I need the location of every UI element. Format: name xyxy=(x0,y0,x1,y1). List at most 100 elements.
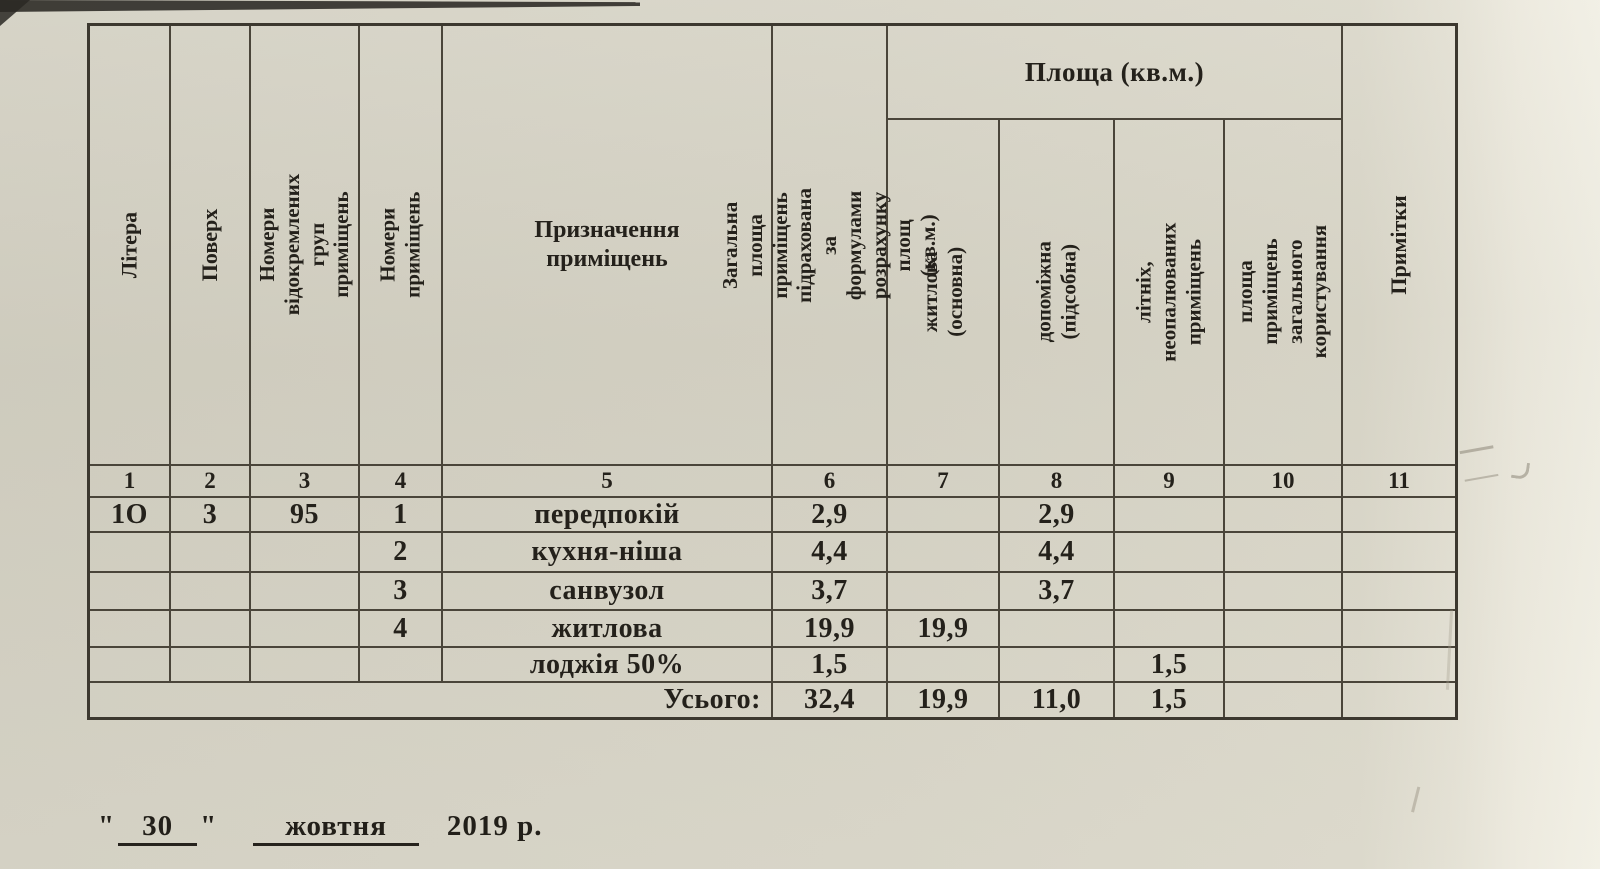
header-auxiliary-label: допоміжна (підсобна) xyxy=(1031,241,1081,343)
explication-table: Літера Поверх Номери відокремлених груп … xyxy=(87,23,1458,720)
cell-living-r5 xyxy=(888,648,1000,683)
cell-floor-r5 xyxy=(171,648,251,683)
cell-summer-r3 xyxy=(1115,573,1225,611)
pencil-mark-artifact xyxy=(1411,786,1432,816)
totals-notes xyxy=(1343,683,1455,717)
column-number-11: 11 xyxy=(1343,466,1455,498)
header-area-group-label: Площа (кв.м.) xyxy=(1024,56,1205,87)
cell-common-r5 xyxy=(1225,648,1343,683)
header-litera-label: Літера xyxy=(116,211,142,279)
column-number-2: 2 xyxy=(171,466,251,498)
cell-roomnum-r4: 4 xyxy=(360,611,443,648)
header-purpose-label: Призначення приміщень xyxy=(534,217,680,272)
cell-litera-r3 xyxy=(90,573,171,611)
cell-living-r1 xyxy=(888,498,1000,533)
totals-common xyxy=(1225,683,1343,717)
cell-summer-r4 xyxy=(1115,611,1225,648)
cell-group-r1: 95 xyxy=(251,498,360,533)
date-open-quote: " xyxy=(98,810,116,842)
header-notes: Примітки xyxy=(1343,26,1455,466)
scan-corner-artifact xyxy=(0,0,30,26)
cell-common-r2 xyxy=(1225,533,1343,573)
column-number-9: 9 xyxy=(1115,466,1225,498)
date-day: 30 xyxy=(118,810,198,846)
cell-floor-r3 xyxy=(171,573,251,611)
cell-group-r5 xyxy=(251,648,360,683)
totals-label: Усього: xyxy=(90,683,773,717)
cell-aux-r2: 4,4 xyxy=(1000,533,1115,573)
cell-aux-r1: 2,9 xyxy=(1000,498,1115,533)
cell-summer-r2 xyxy=(1115,533,1225,573)
column-number-8: 8 xyxy=(1000,466,1115,498)
date-year: 2019 р. xyxy=(446,810,543,842)
cell-roomnum-r3: 3 xyxy=(360,573,443,611)
cell-total-r2: 4,4 xyxy=(773,533,888,573)
cell-summer-r1 xyxy=(1115,498,1225,533)
cell-purpose-r3: санвузол xyxy=(443,573,773,611)
cell-floor-r4 xyxy=(171,611,251,648)
cell-roomnum-r2: 2 xyxy=(360,533,443,573)
header-poverh: Поверх xyxy=(171,26,251,466)
cell-aux-r3: 3,7 xyxy=(1000,573,1115,611)
cell-purpose-r1: передпокій xyxy=(443,498,773,533)
cell-litera-r4 xyxy=(90,611,171,648)
column-number-4: 4 xyxy=(360,466,443,498)
cell-group-r2 xyxy=(251,533,360,573)
cell-purpose-r5: лоджія 50% xyxy=(443,648,773,683)
cell-notes-r5 xyxy=(1343,648,1455,683)
cell-total-r4: 19,9 xyxy=(773,611,888,648)
pencil-mark-artifact xyxy=(1510,460,1531,481)
date-close-quote: " xyxy=(200,810,218,842)
totals-summer: 1,5 xyxy=(1115,683,1225,717)
cell-roomnum-r1: 1 xyxy=(360,498,443,533)
column-number-7: 7 xyxy=(888,466,1000,498)
header-living-label: житлова (основна) xyxy=(918,247,967,337)
cell-purpose-r4: житлова xyxy=(443,611,773,648)
cell-floor-r2 xyxy=(171,533,251,573)
cell-living-r3 xyxy=(888,573,1000,611)
header-total-area: Загальна площа приміщень підрахована за … xyxy=(718,26,940,466)
header-group-numbers: Номери відокремлених груп приміщень xyxy=(251,26,360,466)
cell-group-r4 xyxy=(251,611,360,648)
header-purpose: Призначення приміщень xyxy=(443,26,773,466)
totals-auxiliary: 11,0 xyxy=(1000,683,1115,717)
cell-litera-r5 xyxy=(90,648,171,683)
header-area-group: Площа (кв.м.) xyxy=(888,26,1343,120)
cell-common-r1 xyxy=(1225,498,1343,533)
cell-litera-r2 xyxy=(90,533,171,573)
cell-living-r2 xyxy=(888,533,1000,573)
header-common-label: площа приміщень загального користування xyxy=(1233,225,1332,359)
totals-total-area: 32,4 xyxy=(773,683,888,717)
column-number-3: 3 xyxy=(251,466,360,498)
cell-purpose-r2: кухня-ніша xyxy=(443,533,773,573)
header-notes-label: Примітки xyxy=(1386,195,1412,295)
header-room-numbers: Номери приміщень xyxy=(360,26,443,466)
column-number-10: 10 xyxy=(1225,466,1343,498)
header-living: житлова (основна) xyxy=(888,120,1000,466)
cell-roomnum-r5 xyxy=(360,648,443,683)
header-auxiliary: допоміжна (підсобна) xyxy=(1000,120,1115,466)
cell-total-r1: 2,9 xyxy=(773,498,888,533)
header-summer: літніх, неопалюваних приміщень xyxy=(1115,120,1225,466)
pencil-mark-artifact xyxy=(1459,445,1499,482)
cell-aux-r5 xyxy=(1000,648,1115,683)
cell-summer-r5: 1,5 xyxy=(1115,648,1225,683)
column-number-1: 1 xyxy=(90,466,171,498)
cell-notes-r2 xyxy=(1343,533,1455,573)
header-room-numbers-label: Номери приміщень xyxy=(375,191,425,299)
date-line: " 30 " жовтня 2019 р. xyxy=(98,810,543,846)
cell-notes-r3 xyxy=(1343,573,1455,611)
cell-group-r3 xyxy=(251,573,360,611)
date-month: жовтня xyxy=(253,810,419,846)
cell-floor-r1: 3 xyxy=(171,498,251,533)
cell-notes-r4 xyxy=(1343,611,1455,648)
scan-edge-artifact xyxy=(0,0,640,12)
header-poverh-label: Поверх xyxy=(197,208,223,282)
cell-total-r3: 3,7 xyxy=(773,573,888,611)
column-number-6: 6 xyxy=(773,466,888,498)
cell-total-r5: 1,5 xyxy=(773,648,888,683)
totals-living: 19,9 xyxy=(888,683,1000,717)
cell-common-r3 xyxy=(1225,573,1343,611)
cell-litera-r1: 1О xyxy=(90,498,171,533)
cell-living-r4: 19,9 xyxy=(888,611,1000,648)
